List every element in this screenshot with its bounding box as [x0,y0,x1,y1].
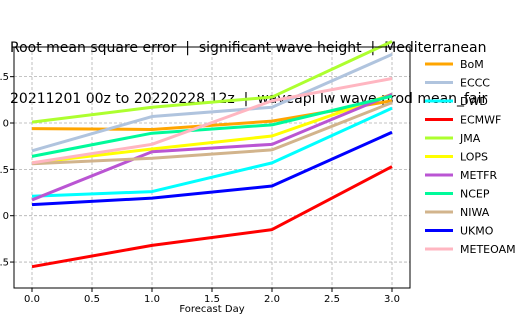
series-line-niwa [31,101,393,166]
legend-label-ncep: NCEP [460,188,490,201]
grid [14,47,410,288]
x-tick-label: 0.5 [84,294,100,305]
series-line-meteoam [31,77,393,165]
x-tick-label: 2.5 [324,294,340,305]
y-tick-label: .5 [0,72,9,83]
series-line-lops [31,92,393,165]
legend-label-metfr: METFR [460,169,497,182]
legend-label-eccc: ECCC [460,77,490,90]
x-tick-label: 1.5 [204,294,220,305]
legend-label-meteoam: METEOAM [460,243,516,256]
y-tick-label: .5 [0,258,9,269]
legend-label-ecmwf: ECMWF [460,114,501,127]
legend-label-ukmo: UKMO [460,225,494,238]
legend-label-lops: LOPS [460,151,488,164]
legend-label-niwa: NIWA [460,206,490,219]
legend-label-jma: JMA [459,132,481,145]
x-tick-label: 2.0 [264,294,280,305]
series-line-ecmwf [31,165,393,269]
series-line-ukmo [31,130,393,207]
legend-label-dwd: DWD [460,95,488,108]
series-line-metfr [31,92,393,202]
x-ticks: 0.0 0.5 1.0 1.5 2.0 2.5 3.0 [24,288,400,305]
series-lines [31,40,393,269]
series-line-jma [31,40,393,124]
x-tick-label: 0.0 [24,294,40,305]
legend: BoM ECCC DWD ECMWF JMA LOPS METFR NCEP NIWA UKMO M… [425,58,516,256]
x-tick-label: 1.0 [144,294,160,305]
legend-label-bom: BoM [460,58,484,71]
x-axis-label: Forecast Day [179,304,244,315]
x-tick-label: 3.0 [384,294,400,305]
y-tick-label: 0 [3,211,9,222]
series-line-eccc [31,53,393,153]
series-line-ncep [31,94,393,158]
y-tick-label: .5 [0,165,9,176]
y-tick-label: 0 [3,119,9,130]
series-line-dwd [31,106,393,198]
y-ticks: .5 0 .5 0 .5 [0,72,14,269]
